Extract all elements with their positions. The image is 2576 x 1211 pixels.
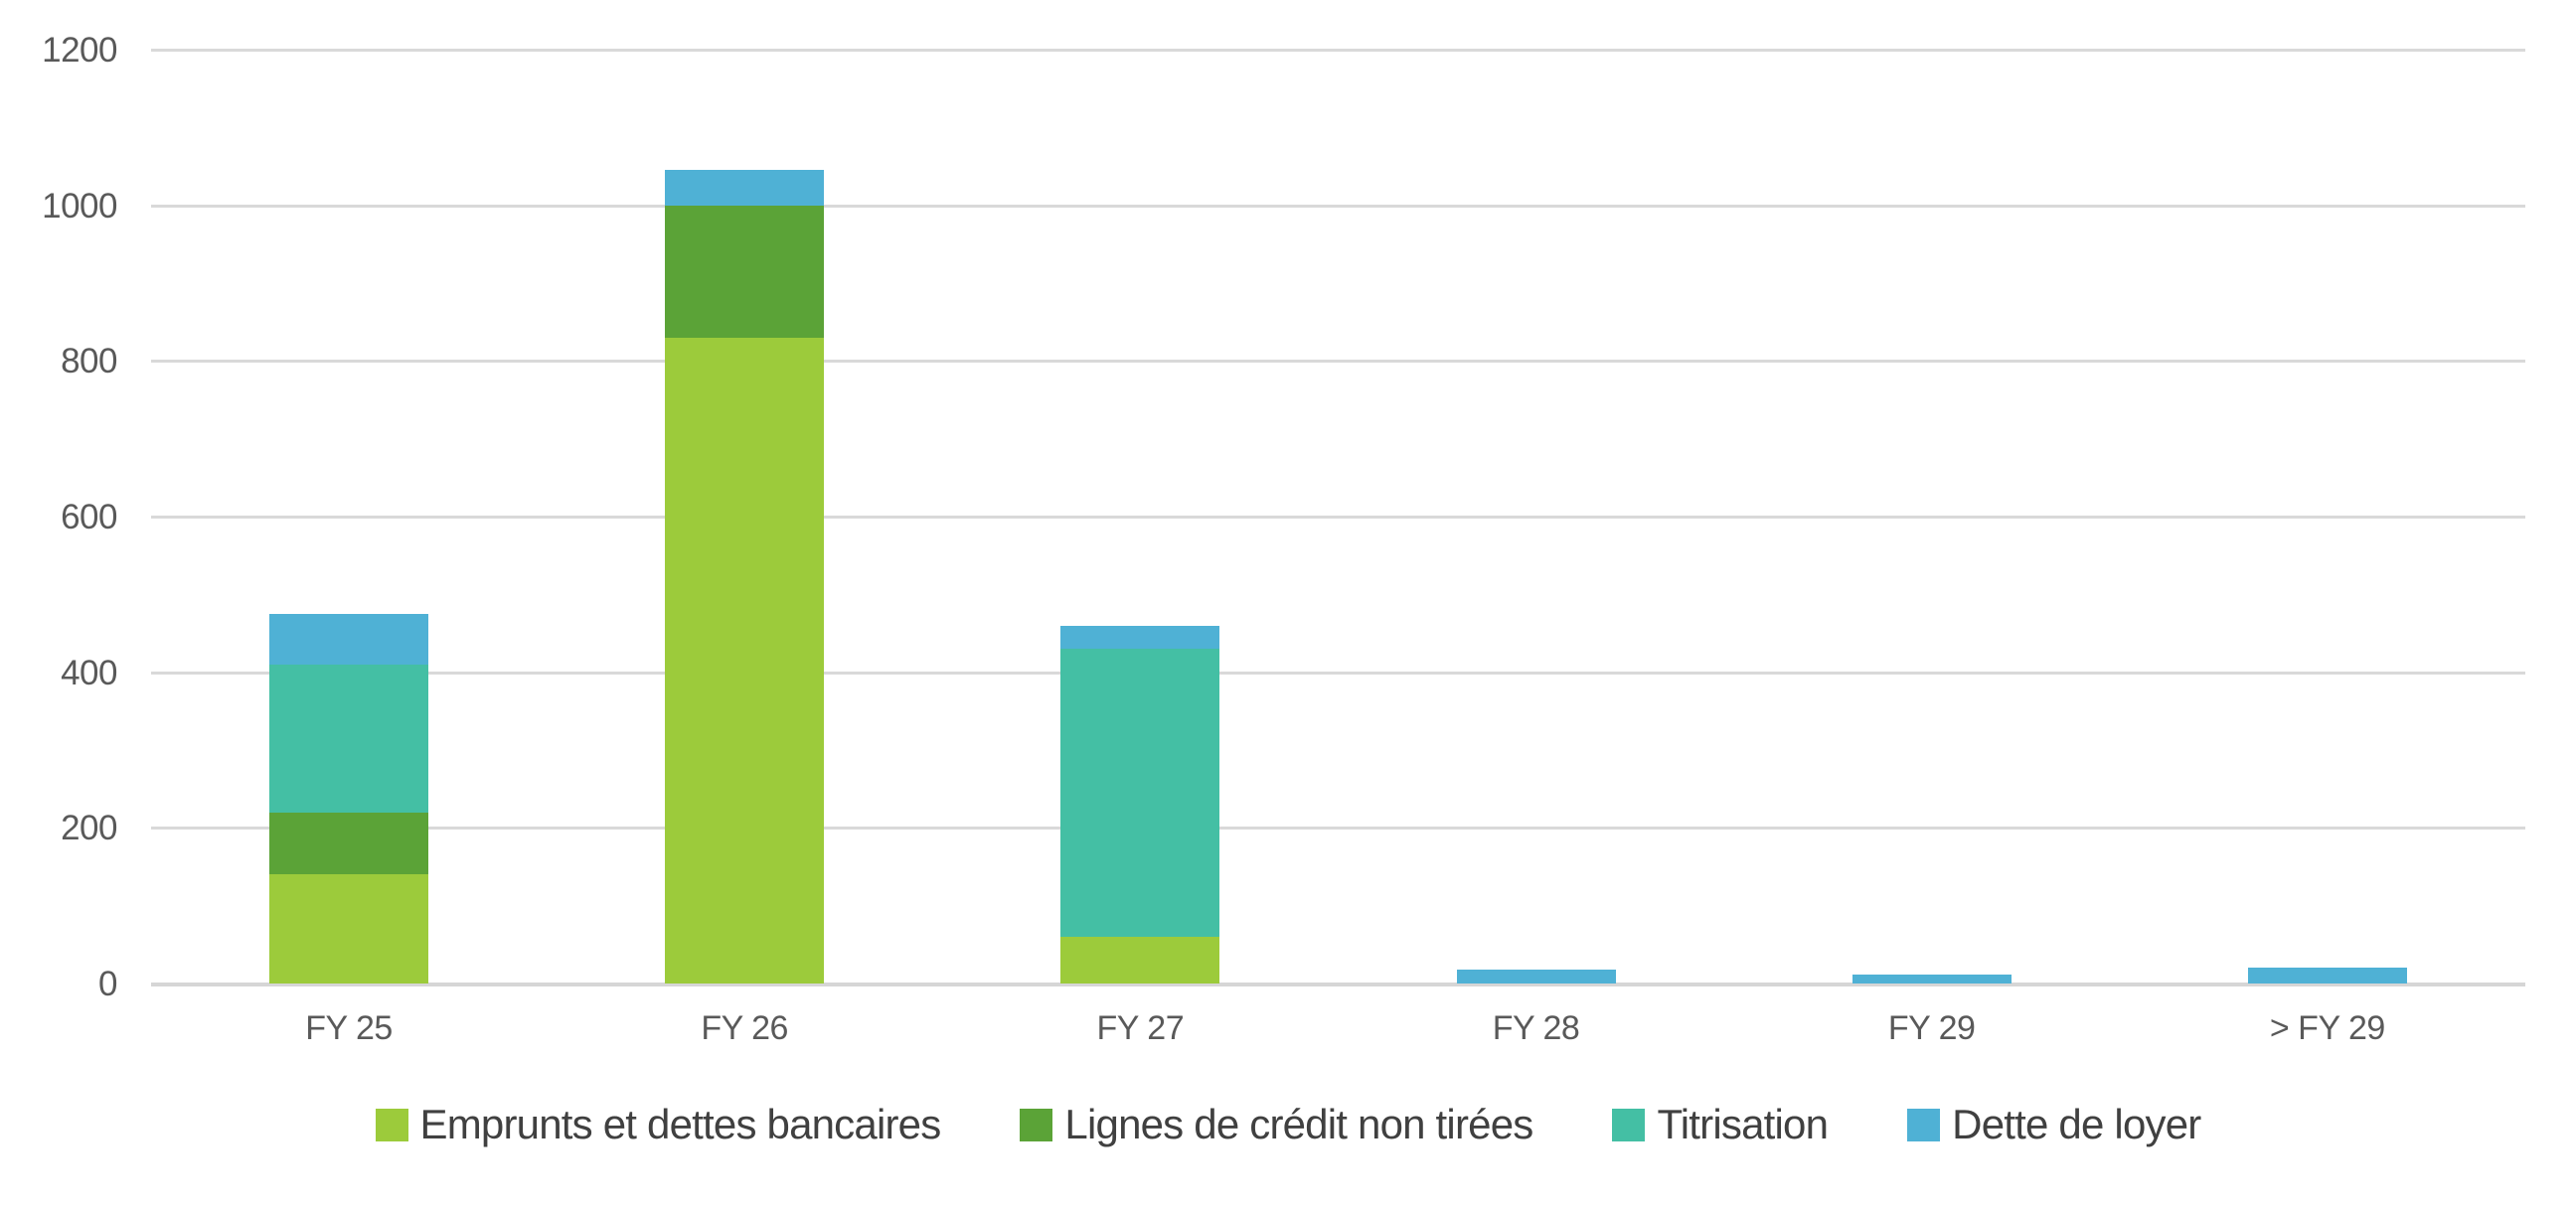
x-tick-label-fy28: FY 28 [1492,1009,1580,1047]
legend-item: Titrisation [1612,1101,1829,1148]
bar-segment [1852,975,2012,984]
legend-swatch-icon [375,1108,408,1141]
legend-item: Emprunts et dettes bancaires [375,1101,942,1148]
bar-stack-fy26 [665,170,825,984]
bar-segment [269,613,429,665]
y-tick-label-1000: 1000 [42,186,117,226]
y-tick-label-1200: 1200 [42,31,117,70]
bar-segment [1060,625,1220,650]
gridline-800 [151,360,2525,364]
gridline-400 [151,671,2525,675]
y-tick-label-200: 200 [61,809,117,848]
bar-segment [269,874,429,984]
x-tick-label-fy29: FY 29 [1887,1009,1976,1047]
bar-stack-fy27 [1060,625,1220,984]
bar-stack-fy28 [1456,969,1616,984]
legend-item: Dette de loyer [1907,1101,2201,1148]
bar-segment [269,664,429,813]
y-tick-label-600: 600 [61,498,117,536]
y-tick-label-800: 800 [61,342,117,381]
bar-segment [1060,649,1220,937]
bar-stack-fy29 [1852,975,2012,984]
x-tick-label-fy26: FY 26 [701,1009,788,1047]
legend-label: Dette de loyer [1952,1101,2201,1147]
bar-segment [665,170,825,206]
legend: Emprunts et dettes bancaires Lignes de cr… [0,1101,2576,1148]
y-tick-label-400: 400 [61,653,117,692]
bar-segment [665,205,825,338]
bar-stack-fy29 [2247,968,2407,984]
bar-segment [665,337,825,984]
gridline-600 [151,516,2525,519]
gridline-1200 [151,49,2525,52]
gridline-1000 [151,204,2525,208]
gridline-200 [151,827,2525,831]
legend-item: Lignes de crédit non tirées [1020,1101,1533,1148]
bar-segment [1456,969,1616,984]
legend-swatch-icon [1612,1108,1646,1141]
bar-stack-fy25 [269,613,429,984]
legend-label: Emprunts et dettes bancaires [419,1101,942,1147]
bar-segment [2247,968,2407,984]
y-tick-label-0: 0 [98,965,117,1003]
x-tick-label-fy27: FY 27 [1096,1009,1185,1047]
legend-swatch-icon [1907,1108,1941,1141]
gridline-0 [151,983,2525,986]
x-tick-label-fy25: FY 25 [305,1009,393,1047]
plot-area [151,49,2525,986]
bar-segment [1060,937,1220,984]
legend-swatch-icon [1020,1108,1053,1141]
legend-label: Lignes de crédit non tirées [1064,1101,1533,1147]
x-tick-label-fy29: > FY 29 [2269,1009,2385,1047]
bar-segment [269,812,429,875]
legend-label: Titrisation [1657,1101,1829,1147]
